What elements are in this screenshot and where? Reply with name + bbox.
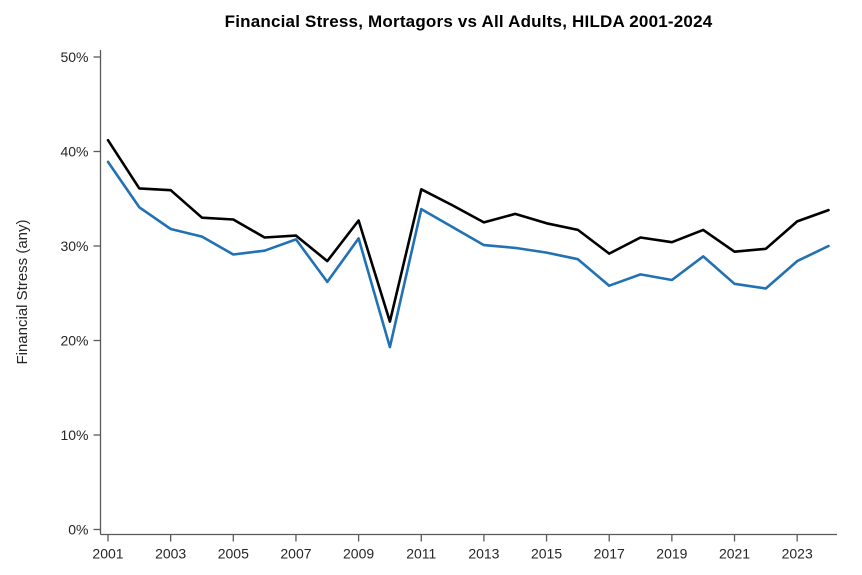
x-tick-label: 2009 bbox=[343, 546, 374, 562]
x-tick-label: 2003 bbox=[155, 546, 186, 562]
x-tick-label: 2007 bbox=[280, 546, 311, 562]
series-line-mortagors bbox=[106, 138, 830, 323]
x-tick-label: 2017 bbox=[594, 546, 625, 562]
x-tick-label: 2019 bbox=[656, 546, 687, 562]
x-tick-label: 2005 bbox=[218, 546, 249, 562]
chart-title: Financial Stress, Mortagors vs All Adult… bbox=[224, 12, 713, 31]
x-tick-label: 2001 bbox=[92, 546, 123, 562]
y-tick-label: 0% bbox=[68, 522, 88, 538]
x-tick-label: 2011 bbox=[406, 546, 436, 562]
y-tick-label: 40% bbox=[60, 144, 88, 160]
x-tick-label: 2015 bbox=[531, 546, 562, 562]
y-tick-label: 10% bbox=[60, 427, 88, 443]
x-tick-label: 2023 bbox=[782, 546, 813, 562]
y-tick-label: 20% bbox=[60, 333, 88, 349]
y-tick-label: 30% bbox=[60, 238, 88, 254]
x-tick-label: 2013 bbox=[468, 546, 499, 562]
y-tick-label: 50% bbox=[60, 49, 88, 65]
x-tick-label: 2021 bbox=[719, 546, 750, 562]
series-line-all-adults bbox=[106, 160, 830, 349]
